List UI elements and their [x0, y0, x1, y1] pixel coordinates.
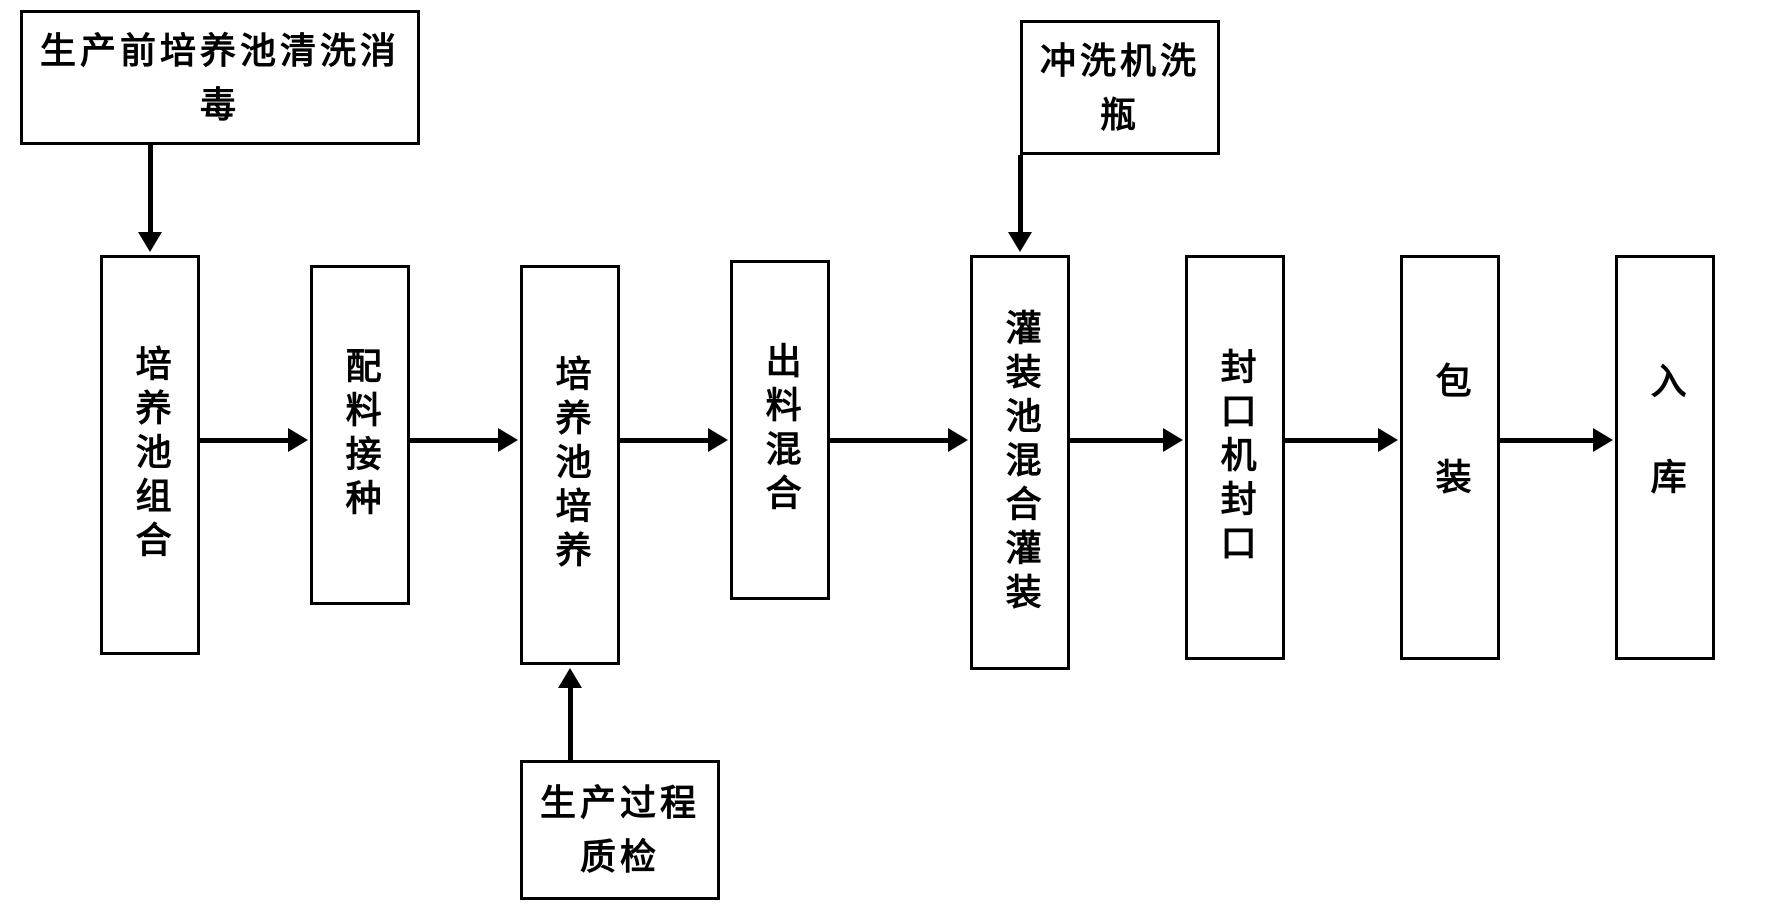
node-pool-combination: 培养池组合 [100, 255, 200, 655]
node-sealing: 封口机封口 [1185, 255, 1285, 660]
arrow-line [1018, 155, 1023, 235]
node-label: 入库 [1643, 362, 1686, 554]
arrow-head [1593, 428, 1613, 452]
arrow-head [708, 428, 728, 452]
arrow-head [948, 428, 968, 452]
arrow-head [138, 232, 162, 252]
node-label: 培养池培养 [548, 355, 591, 575]
node-label: 灌装池混合灌装 [998, 309, 1041, 617]
node-filling-pool: 灌装池混合灌装 [970, 255, 1070, 670]
arrow-head [558, 668, 582, 688]
node-label: 出料混合 [758, 342, 801, 518]
arrow-line [1285, 438, 1380, 443]
node-ingredient-inoculation: 配料接种 [310, 265, 410, 605]
node-bottle-washing: 冲洗机洗瓶 [1020, 20, 1220, 155]
node-label: 冲洗机洗瓶 [1033, 34, 1207, 142]
arrow-line [568, 685, 573, 760]
node-label: 生产前培养池清洗消毒 [33, 24, 407, 132]
arrow-line [200, 438, 290, 443]
node-packaging: 包装 [1400, 255, 1500, 660]
node-quality-inspection: 生产过程质检 [520, 760, 720, 900]
arrow-head [1008, 232, 1032, 252]
node-warehouse: 入库 [1615, 255, 1715, 660]
arrow-line [620, 438, 710, 443]
node-label: 配料接种 [338, 347, 381, 523]
node-label: 封口机封口 [1213, 348, 1256, 568]
arrow-head [1163, 428, 1183, 452]
arrow-head [288, 428, 308, 452]
arrow-head [498, 428, 518, 452]
arrow-line [1070, 438, 1165, 443]
node-pre-production-cleaning: 生产前培养池清洗消毒 [20, 10, 420, 145]
arrow-line [830, 438, 950, 443]
arrow-line [410, 438, 500, 443]
arrow-head [1378, 428, 1398, 452]
node-discharge-mixing: 出料混合 [730, 260, 830, 600]
node-pool-cultivation: 培养池培养 [520, 265, 620, 665]
node-label: 培养池组合 [128, 345, 171, 565]
arrow-line [1500, 438, 1595, 443]
arrow-line [148, 145, 153, 235]
node-label: 包装 [1428, 362, 1471, 554]
node-label: 生产过程质检 [533, 776, 707, 884]
